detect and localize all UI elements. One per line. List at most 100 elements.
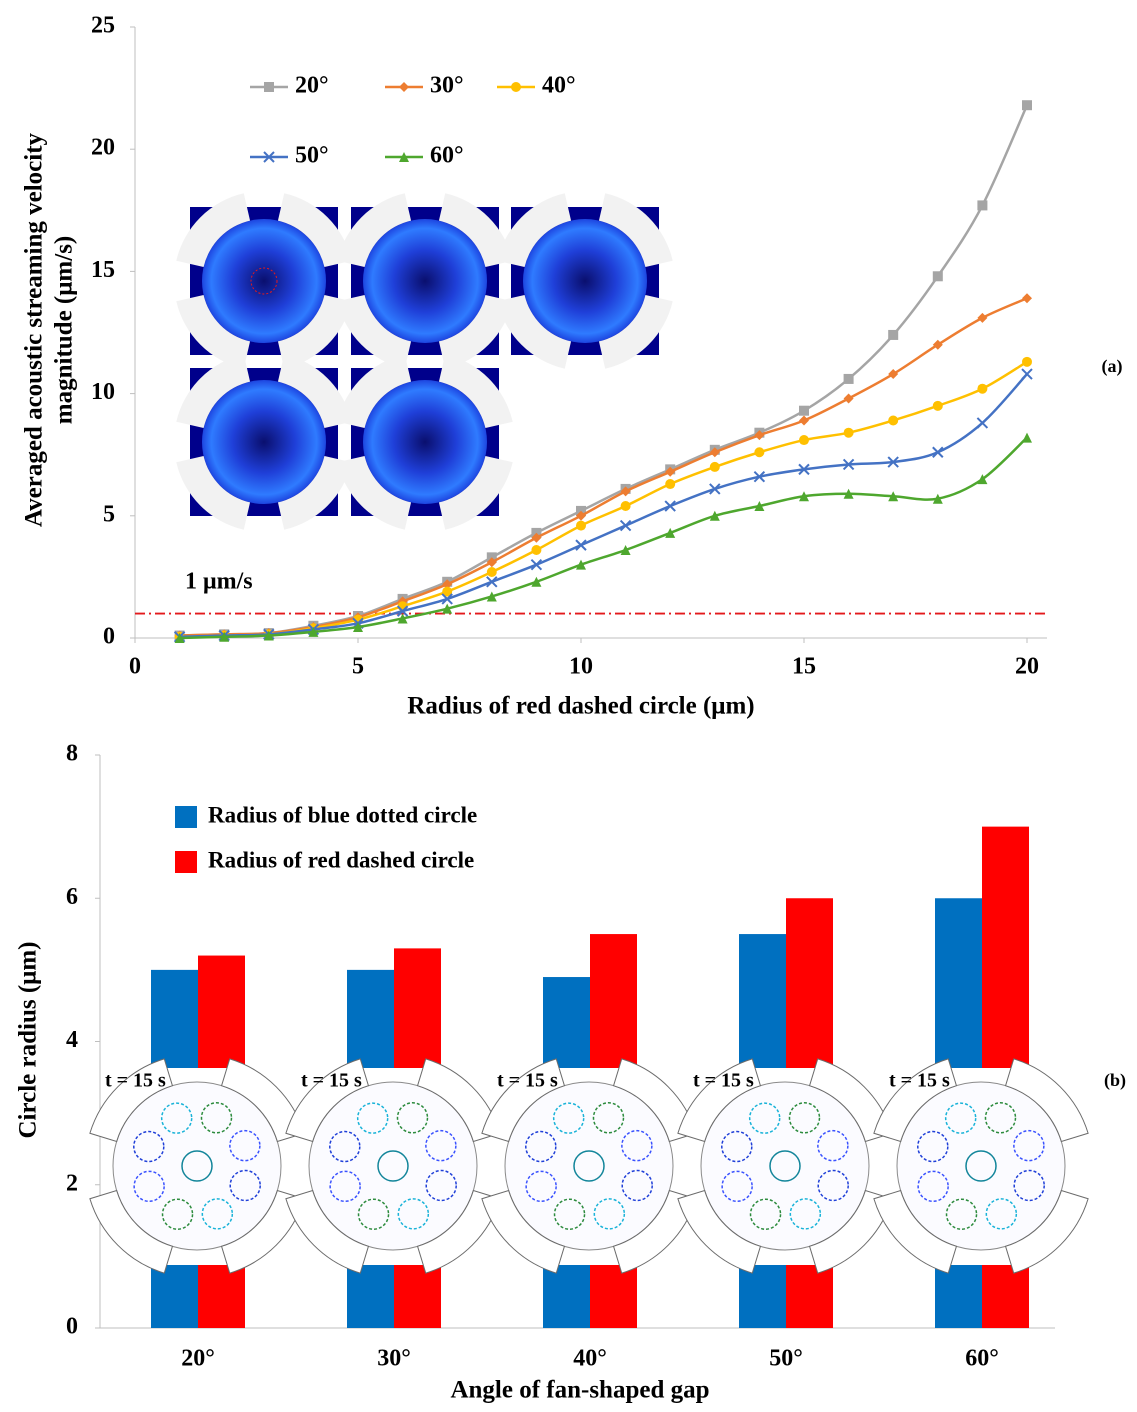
- inset-label: t = 15 s: [889, 1070, 950, 1092]
- y-tick-label: 10: [91, 379, 115, 405]
- marker: [844, 393, 854, 403]
- inset-field: [363, 380, 487, 504]
- marker: [531, 545, 541, 555]
- marker: [665, 528, 675, 538]
- inset-field: [309, 1082, 477, 1250]
- inset-image: t = 15 s: [286, 1059, 500, 1273]
- inset-field: [523, 219, 647, 343]
- marker: [1022, 433, 1032, 443]
- marker: [844, 374, 854, 384]
- x-tick-label: 60°: [965, 1346, 999, 1372]
- marker: [977, 313, 987, 323]
- inset-image: [497, 193, 672, 368]
- marker: [888, 330, 898, 340]
- marker: [1022, 100, 1032, 110]
- x-tick-label: 0: [129, 654, 141, 680]
- inset-image: t = 15 s: [874, 1059, 1088, 1273]
- x-tick-label: 10: [569, 654, 593, 680]
- y-tick-label: 4: [66, 1027, 78, 1053]
- marker: [799, 406, 809, 416]
- panel-label: (a): [1102, 356, 1123, 377]
- legend-label: Radius of red dashed circle: [208, 847, 474, 872]
- x-tick-label: 5: [352, 654, 364, 680]
- marker: [933, 271, 943, 281]
- marker: [531, 560, 541, 570]
- marker: [621, 521, 631, 531]
- x-axis-title: Angle of fan-shaped gap: [450, 1377, 709, 1404]
- marker: [844, 428, 854, 438]
- inset-field: [202, 219, 326, 343]
- marker: [576, 540, 586, 550]
- marker: [977, 418, 987, 428]
- marker: [264, 82, 274, 92]
- marker: [933, 401, 943, 411]
- inset-image: [176, 354, 351, 529]
- legend-label: 60°: [430, 143, 464, 169]
- marker: [799, 415, 809, 425]
- inset-image: [176, 193, 351, 368]
- y-axis-title: Averaged acoustic streaming velocity: [21, 132, 48, 527]
- x-axis-title: Radius of red dashed circle (μm): [407, 693, 754, 720]
- y-tick-label: 20: [91, 135, 115, 161]
- inset-label: t = 15 s: [693, 1070, 754, 1092]
- inset-field: [363, 219, 487, 343]
- x-tick-label: 50°: [769, 1346, 803, 1372]
- marker: [665, 501, 675, 511]
- marker: [1022, 357, 1032, 367]
- marker: [888, 415, 898, 425]
- y-axis-title: Circle radius (μm): [15, 941, 42, 1138]
- marker: [1022, 293, 1032, 303]
- x-tick-label: 20: [1015, 654, 1039, 680]
- x-tick-label: 40°: [573, 1346, 607, 1372]
- inset-image: t = 15 s: [90, 1059, 304, 1273]
- y-tick-label: 25: [91, 13, 115, 39]
- figure: 051015202505101520Radius of red dashed c…: [0, 0, 1137, 1412]
- legend-label: 30°: [430, 73, 464, 99]
- marker: [665, 479, 675, 489]
- marker: [621, 501, 631, 511]
- legend-label: 40°: [542, 73, 576, 99]
- marker: [576, 521, 586, 531]
- inset-image: t = 15 s: [482, 1059, 696, 1273]
- inset-label: t = 15 s: [301, 1070, 362, 1092]
- reference-label: 1 μm/s: [185, 569, 253, 595]
- y-axis-title: magnitude (μm/s): [51, 236, 78, 424]
- inset-label: t = 15 s: [105, 1070, 166, 1092]
- legend-label: 50°: [295, 143, 329, 169]
- x-tick-label: 30°: [377, 1346, 411, 1372]
- panel-label: (b): [1104, 1070, 1126, 1091]
- inset-label: t = 15 s: [497, 1070, 558, 1092]
- inset-field: [701, 1082, 869, 1250]
- marker: [933, 447, 943, 457]
- y-tick-label: 15: [91, 257, 115, 283]
- marker: [799, 435, 809, 445]
- inset-field: [202, 380, 326, 504]
- inset-field: [505, 1082, 673, 1250]
- legend-swatch: [175, 806, 197, 828]
- y-tick-label: 2: [66, 1170, 78, 1196]
- inset-field: [897, 1082, 1065, 1250]
- y-tick-label: 5: [103, 501, 115, 527]
- marker: [399, 82, 409, 92]
- inset-image: [337, 193, 512, 368]
- inset-image: t = 15 s: [678, 1059, 892, 1273]
- marker: [754, 447, 764, 457]
- legend-label: 20°: [295, 73, 329, 99]
- page: 051015202505101520Radius of red dashed c…: [0, 0, 1137, 1412]
- marker: [1022, 369, 1032, 379]
- y-tick-label: 6: [66, 884, 78, 910]
- marker: [511, 82, 521, 92]
- y-tick-label: 0: [103, 624, 115, 650]
- y-tick-label: 8: [66, 741, 78, 767]
- y-tick-label: 0: [66, 1314, 78, 1340]
- inset-image: [337, 354, 512, 529]
- marker: [710, 462, 720, 472]
- x-tick-label: 20°: [181, 1346, 215, 1372]
- marker: [977, 200, 987, 210]
- x-tick-label: 15: [792, 654, 816, 680]
- legend-label: Radius of blue dotted circle: [208, 802, 477, 827]
- legend-swatch: [175, 851, 197, 873]
- marker: [977, 384, 987, 394]
- inset-field: [113, 1082, 281, 1250]
- marker: [487, 567, 497, 577]
